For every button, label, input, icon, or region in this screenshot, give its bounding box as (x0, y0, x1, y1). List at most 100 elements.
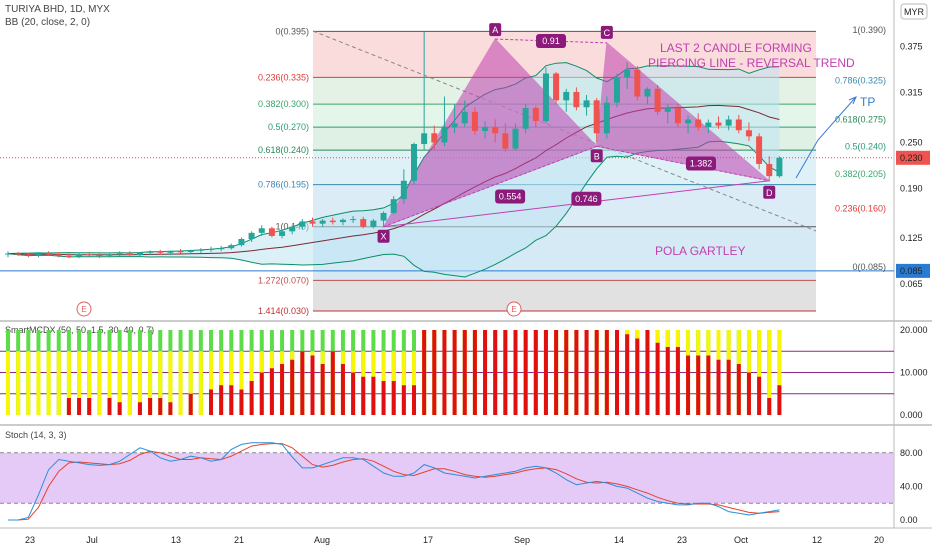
price-tick-label: 0.190 (900, 183, 923, 193)
pattern-line-xb (383, 145, 597, 228)
candle-body (441, 127, 448, 143)
osc-bar-red (137, 402, 142, 415)
candle-body (55, 254, 62, 256)
fib-level-label: 0.5(0.270) (268, 122, 309, 132)
time-tick-label: 23 (25, 535, 35, 545)
osc-bar-red (615, 330, 619, 415)
candle-body (380, 212, 387, 221)
osc-bar-red (523, 330, 528, 415)
candle-body (228, 245, 235, 249)
pattern-ratio-badge (495, 189, 526, 204)
pattern-ratio-label: 0.746 (575, 194, 598, 204)
osc-bar-yellow (412, 351, 416, 415)
osc-bar-yellow (36, 351, 41, 415)
osc-bar-red (219, 385, 224, 415)
osc-bar-red (594, 330, 599, 415)
osc-bar-red (533, 330, 538, 415)
osc-bar-red (340, 364, 345, 415)
pattern-point-label: X (381, 232, 387, 242)
osc-bar-red (493, 330, 498, 415)
candle-body (593, 100, 600, 134)
candles (5, 31, 783, 259)
osc-bar-yellow (168, 351, 173, 415)
osc-bar-red (239, 389, 244, 415)
osc-bar-yellow (219, 351, 224, 415)
osc-bar-red (310, 355, 315, 415)
reference-price-label: 0.085 (900, 266, 923, 276)
fib-level-label: 0.382(0.300) (258, 99, 309, 109)
osc-bar-red (472, 330, 477, 415)
osc-bar-red (188, 393, 193, 415)
osc-bar-yellow (188, 351, 193, 415)
candle-body (126, 253, 133, 256)
osc-bar-red (361, 376, 366, 415)
osc-bar-yellow (26, 351, 31, 415)
chart-title: TURIYA BHD, 1D, MYX (5, 4, 110, 15)
time-tick-label: Aug (314, 535, 330, 545)
candle-body (25, 254, 32, 256)
osc-bar-red (574, 330, 579, 415)
osc-bar-red (117, 402, 122, 415)
pattern-ratio-badge (571, 191, 602, 206)
candle-body (76, 254, 83, 257)
candle-body (553, 73, 560, 101)
fib-level-label: 1(0.390) (852, 25, 886, 35)
osc-bar-yellow (46, 351, 51, 415)
candle-body (86, 254, 93, 256)
osc-bar-yellow (767, 330, 772, 415)
price-tick-label: 0.315 (900, 88, 923, 98)
osc-bar-yellow (6, 351, 10, 415)
fib-level-label: 0(0.085) (852, 262, 886, 272)
pattern-point-label: B (594, 151, 600, 161)
last-price-badge (896, 150, 930, 165)
currency-label: MYR (904, 7, 925, 17)
candle-body (421, 133, 428, 145)
osc-bar-red (635, 338, 640, 415)
osc-bar-red (249, 381, 254, 415)
candle-body (319, 220, 326, 224)
time-tick-label: 12 (812, 535, 822, 545)
currency-badge[interactable]: MYR (900, 3, 928, 20)
candle-body (532, 108, 539, 122)
candle-body (167, 251, 174, 253)
candle-body (614, 77, 620, 103)
time-tick-label: 14 (614, 535, 624, 545)
bb-indicator-label: BB (20, close, 2, 0) (5, 17, 90, 28)
time-axis[interactable]: 23 Jul 13 21 Aug 17 Sep 14 23 Oct 12 20 (25, 535, 884, 545)
osc-bar-red (665, 347, 670, 415)
pattern-point-badge (590, 149, 603, 163)
osc-bar-yellow (209, 351, 213, 415)
stoch-title: Stoch (14, 3, 3) (5, 430, 67, 440)
osc-bar-red (87, 398, 92, 415)
candle-body (309, 221, 316, 224)
osc-bar-yellow (87, 351, 92, 415)
candle-body (5, 253, 11, 255)
osc-bar-red (513, 330, 518, 415)
candle-body (390, 199, 397, 213)
candle-body (45, 253, 52, 255)
candle-body (370, 220, 377, 227)
price-axis[interactable]: 0.375 0.315 0.250 0.190 0.125 0.065 0.230 0.085 (896, 42, 930, 289)
osc-bar-red (280, 364, 285, 415)
osc-bar-red (503, 330, 508, 415)
event-marker (76, 301, 92, 317)
osc-bar-red (381, 381, 386, 415)
candle-body (664, 108, 671, 112)
osc-bar-red (584, 330, 589, 415)
fib-level-label: 1.414(0.030) (258, 306, 309, 316)
osc-bar-yellow (56, 351, 61, 415)
osc-bar-red (716, 359, 721, 415)
osc-bar-red (432, 330, 437, 415)
pattern-ratio-badge (685, 156, 716, 171)
stoch-band (0, 452, 894, 504)
fib-level-label: 0.786(0.195) (258, 180, 309, 190)
osc-bar-red (330, 351, 335, 415)
pattern-point-badge (377, 229, 390, 243)
osc-bar-red (391, 381, 396, 415)
osc-bar-yellow (401, 351, 406, 415)
candle-body (289, 226, 296, 232)
osc-bar-red (168, 402, 173, 415)
